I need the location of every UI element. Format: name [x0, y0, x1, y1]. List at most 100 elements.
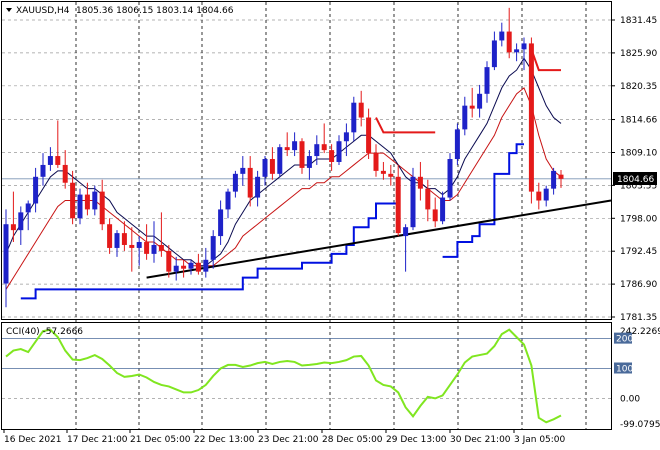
time-tick-label: 17 Dec 21:00	[67, 435, 128, 445]
step-line-segment	[20, 202, 399, 300]
price-tick-label: 1820.35	[620, 82, 657, 92]
candle-body	[543, 188, 549, 201]
candle-body	[469, 105, 475, 109]
candle-body	[10, 224, 16, 231]
candle-body	[121, 233, 127, 245]
price-tick-label: 1831.45	[620, 16, 657, 26]
price-tick-label: 1798.00	[620, 214, 657, 224]
candle-body	[299, 141, 305, 168]
candle-body	[432, 209, 438, 222]
candle-body	[388, 173, 394, 177]
candle-body	[491, 40, 497, 68]
cci-tick-label: 200	[616, 335, 633, 345]
candle-body	[403, 227, 409, 237]
price-tick-label: 1792.45	[620, 247, 657, 257]
candle-body	[454, 129, 460, 160]
candle-body	[210, 236, 216, 260]
candle-body	[181, 265, 187, 269]
price-tick-label: 1809.10	[620, 148, 657, 158]
trendline	[146, 199, 612, 279]
candle-body	[440, 197, 446, 222]
cci-tick-label: 242.2269	[620, 327, 660, 337]
time-tick-label: 30 Dec 21:00	[450, 435, 511, 445]
dropdown-triangle-icon[interactable]	[6, 8, 12, 12]
candle-body	[195, 262, 201, 272]
candle-body	[3, 224, 9, 284]
cci-panel-frame	[1, 322, 612, 430]
candle-body	[343, 132, 349, 142]
candle-body	[47, 156, 53, 165]
current-price-marker	[613, 172, 657, 185]
price-tick-label: 1781.35	[620, 313, 657, 323]
cci-series	[2, 328, 611, 424]
cci-tick-label: 100	[616, 365, 633, 375]
candle-body	[380, 170, 386, 174]
candle-body	[321, 144, 327, 151]
candle-body	[40, 164, 46, 177]
candle-body	[536, 191, 542, 201]
time-tick-label: 3 Jan 05:00	[514, 435, 566, 445]
candle-body	[558, 174, 564, 179]
cci-tick-label: 0.00	[620, 394, 640, 404]
cci-line	[5, 328, 562, 424]
candle-body	[55, 156, 61, 165]
time-tick-label: 21 Dec 05:00	[130, 435, 191, 445]
candle-body	[506, 31, 512, 53]
candle-body	[144, 242, 150, 254]
candle-body	[70, 182, 76, 219]
price-panel-frame	[1, 1, 612, 320]
cci-level-tag	[614, 332, 632, 344]
candle-body	[336, 141, 342, 162]
resistance-segment	[375, 117, 436, 134]
time-tick-label: 23 Dec 21:00	[258, 435, 319, 445]
candle-body	[366, 117, 372, 154]
candle-body	[395, 176, 401, 234]
step-line-segment	[442, 143, 524, 258]
candle-body	[417, 176, 423, 189]
candle-body	[255, 176, 261, 198]
candle-body	[306, 156, 312, 168]
candle-body	[18, 212, 24, 231]
candle-body	[425, 188, 431, 210]
candle-body	[447, 159, 453, 198]
candle-body	[284, 147, 290, 151]
candle-body	[262, 159, 268, 177]
candle-body	[551, 170, 557, 189]
candle-body	[84, 194, 90, 210]
candle-body	[247, 167, 253, 198]
cci-level-tag	[614, 362, 632, 374]
time-tick-label: 16 Dec 2021	[4, 435, 62, 445]
candle-body	[499, 31, 505, 41]
candle-body	[477, 93, 483, 109]
candle-body	[136, 242, 142, 248]
candle-body	[173, 265, 179, 272]
price-series	[2, 7, 612, 308]
candle-body	[292, 141, 298, 151]
candle-body	[232, 173, 238, 192]
candle-body	[33, 176, 39, 204]
candle-body	[410, 176, 416, 228]
candle-body	[462, 105, 468, 130]
candle-body	[514, 49, 520, 53]
candle-body	[166, 250, 172, 272]
grid	[2, 2, 611, 429]
candle-body	[521, 43, 527, 50]
candle-body	[203, 259, 209, 272]
candle-body	[129, 244, 135, 248]
time-tick-label: 22 Dec 13:00	[194, 435, 255, 445]
ma-slow-line	[5, 87, 562, 290]
candle-body	[92, 191, 98, 210]
candle-body	[277, 147, 283, 174]
candle-body	[528, 43, 534, 192]
candle-body	[107, 224, 113, 248]
candle-body	[158, 244, 164, 251]
candle-body	[351, 102, 357, 133]
price-tick-label: 1814.66	[620, 116, 657, 126]
candle-body	[269, 159, 275, 174]
cci-label: CCI(40) -57.2666	[6, 327, 83, 337]
candle-body	[62, 164, 68, 183]
time-tick-label: 29 Dec 13:00	[386, 435, 447, 445]
current-price-label: 1804.66	[617, 175, 654, 185]
price-tick-label: 1786.90	[620, 280, 657, 290]
